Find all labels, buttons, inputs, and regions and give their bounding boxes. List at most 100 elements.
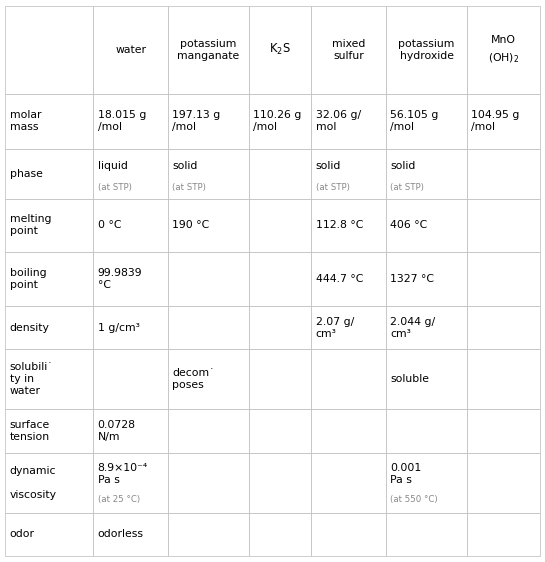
Bar (386, 350, 467, 409)
Bar (311, 198, 386, 252)
Text: decom˙
poses: decom˙ poses (172, 368, 215, 390)
Bar (93, 94, 168, 148)
Bar (386, 94, 467, 148)
Bar (168, 513, 249, 556)
Bar (168, 306, 249, 350)
Bar (93, 252, 168, 306)
Text: 110.26 g
/mol: 110.26 g /mol (253, 110, 302, 132)
Bar (249, 252, 311, 306)
Text: solid: solid (316, 161, 341, 171)
Bar (5, 94, 93, 148)
Text: solid: solid (172, 161, 197, 171)
Text: density: density (10, 323, 50, 333)
Text: (at STP): (at STP) (172, 183, 206, 192)
Bar (168, 350, 249, 409)
Text: $\mathrm{(OH)_2}$: $\mathrm{(OH)_2}$ (488, 51, 519, 65)
Bar (93, 148, 168, 198)
Text: MnO: MnO (491, 35, 516, 45)
Text: phase: phase (10, 169, 43, 179)
Text: 190 °C: 190 °C (172, 220, 209, 230)
Bar (249, 198, 311, 252)
Bar (249, 409, 311, 453)
Text: (at STP): (at STP) (390, 183, 424, 192)
Text: 2.044 g/
cm³: 2.044 g/ cm³ (390, 316, 435, 338)
Text: 0.0728
N/m: 0.0728 N/m (98, 420, 136, 442)
Bar (93, 306, 168, 350)
Bar (467, 350, 540, 409)
Bar (386, 513, 467, 556)
Bar (168, 148, 249, 198)
Bar (311, 306, 386, 350)
Text: solid: solid (390, 161, 415, 171)
Bar (386, 148, 467, 198)
Text: (at STP): (at STP) (316, 183, 349, 192)
Bar (311, 94, 386, 148)
Bar (249, 513, 311, 556)
Text: odorless: odorless (98, 529, 144, 540)
Text: mixed
sulfur: mixed sulfur (332, 39, 365, 61)
Bar (168, 453, 249, 513)
Bar (467, 409, 540, 453)
Bar (311, 409, 386, 453)
Bar (249, 350, 311, 409)
Text: water: water (115, 45, 146, 55)
Text: 0.001
Pa s: 0.001 Pa s (390, 463, 421, 484)
Text: liquid: liquid (98, 161, 128, 171)
Text: 56.105 g
/mol: 56.105 g /mol (390, 110, 439, 132)
Bar (249, 6, 311, 94)
Text: solubili˙
ty in
water: solubili˙ ty in water (10, 362, 53, 396)
Bar (5, 198, 93, 252)
Bar (168, 252, 249, 306)
Text: 112.8 °C: 112.8 °C (316, 220, 363, 230)
Text: 406 °C: 406 °C (390, 220, 427, 230)
Bar (311, 513, 386, 556)
Bar (168, 409, 249, 453)
Bar (93, 350, 168, 409)
Text: boiling
point: boiling point (10, 268, 46, 290)
Bar (386, 453, 467, 513)
Bar (5, 350, 93, 409)
Text: 104.95 g
/mol: 104.95 g /mol (471, 110, 520, 132)
Bar (467, 94, 540, 148)
Text: 32.06 g/
mol: 32.06 g/ mol (316, 110, 361, 132)
Bar (386, 198, 467, 252)
Bar (249, 148, 311, 198)
Bar (467, 148, 540, 198)
Bar (249, 306, 311, 350)
Bar (5, 513, 93, 556)
Bar (467, 453, 540, 513)
Bar (467, 306, 540, 350)
Text: dynamic

viscosity: dynamic viscosity (10, 466, 57, 500)
Text: surface
tension: surface tension (10, 420, 50, 442)
Text: 8.9×10⁻⁴
Pa s: 8.9×10⁻⁴ Pa s (98, 463, 148, 484)
Text: molar
mass: molar mass (10, 110, 41, 132)
Bar (5, 148, 93, 198)
Bar (5, 6, 93, 94)
Text: 444.7 °C: 444.7 °C (316, 274, 363, 284)
Bar (467, 198, 540, 252)
Bar (5, 409, 93, 453)
Text: 18.015 g
/mol: 18.015 g /mol (98, 110, 146, 132)
Bar (93, 6, 168, 94)
Bar (311, 252, 386, 306)
Bar (168, 6, 249, 94)
Text: (at 25 °C): (at 25 °C) (98, 495, 140, 504)
Text: potassium
hydroxide: potassium hydroxide (398, 39, 455, 61)
Text: (at 550 °C): (at 550 °C) (390, 495, 438, 504)
Text: soluble: soluble (390, 374, 429, 384)
Bar (5, 252, 93, 306)
Bar (467, 252, 540, 306)
Bar (168, 94, 249, 148)
Bar (5, 453, 93, 513)
Bar (311, 453, 386, 513)
Bar (386, 306, 467, 350)
Bar (168, 198, 249, 252)
Text: odor: odor (10, 529, 35, 540)
Text: $\mathrm{K_2S}$: $\mathrm{K_2S}$ (269, 42, 291, 57)
Bar (386, 252, 467, 306)
Bar (311, 350, 386, 409)
Bar (311, 6, 386, 94)
Bar (93, 513, 168, 556)
Text: 1 g/cm³: 1 g/cm³ (98, 323, 140, 333)
Bar (93, 453, 168, 513)
